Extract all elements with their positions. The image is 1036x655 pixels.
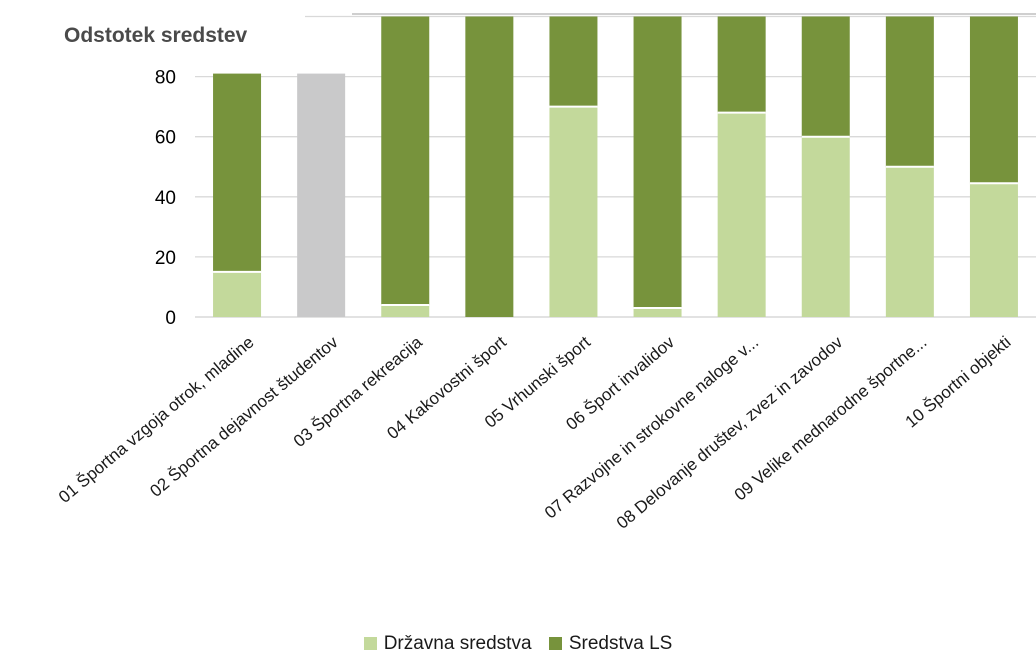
- y-tick-label: 20: [155, 248, 176, 269]
- ylabel-backdrop: [55, 14, 305, 64]
- bar-segment-ls: [717, 16, 766, 113]
- bar-segment-drzavna: [969, 183, 1018, 317]
- bar-segment-ls: [969, 16, 1018, 184]
- bar-segment-drzavna: [801, 136, 850, 317]
- bar-segment-drzavna: [381, 304, 430, 317]
- bar-segment-drzavna: [549, 106, 598, 318]
- y-tick-label: 60: [155, 128, 176, 149]
- legend-label-drzavna: Državna sredstva: [383, 633, 532, 654]
- y-tick-label: 80: [155, 68, 176, 89]
- bar-segment-ls: [885, 16, 934, 167]
- bar-segment-ls: [801, 16, 850, 137]
- y-tick-label: 40: [155, 188, 176, 209]
- y-axis-title: Odstotek sredstev: [64, 24, 248, 47]
- bar-segment-ls: [549, 16, 598, 107]
- bar-segment-ls: [465, 16, 514, 317]
- bar-segment-ls: [213, 73, 262, 272]
- bar-segment-drzavna: [885, 166, 934, 317]
- bar-segment-drzavna: [633, 307, 682, 317]
- bar-segment-drzavna: [717, 112, 766, 317]
- bar-gray: [297, 73, 346, 317]
- legend-swatch-drzavna: [363, 637, 377, 650]
- bar-segment-drzavna: [213, 271, 262, 317]
- legend-swatch-ls: [548, 637, 562, 650]
- legend-label-ls: Sredstva LS: [568, 633, 673, 654]
- bar-segment-ls: [381, 16, 430, 305]
- bar-segment-ls: [633, 16, 682, 308]
- legend-item-drzavna: Državna sredstva: [363, 633, 532, 655]
- y-tick-label: 0: [165, 308, 176, 329]
- legend: Državna sredstva Sredstva LS: [0, 633, 1036, 655]
- legend-item-ls: Sredstva LS: [548, 633, 673, 655]
